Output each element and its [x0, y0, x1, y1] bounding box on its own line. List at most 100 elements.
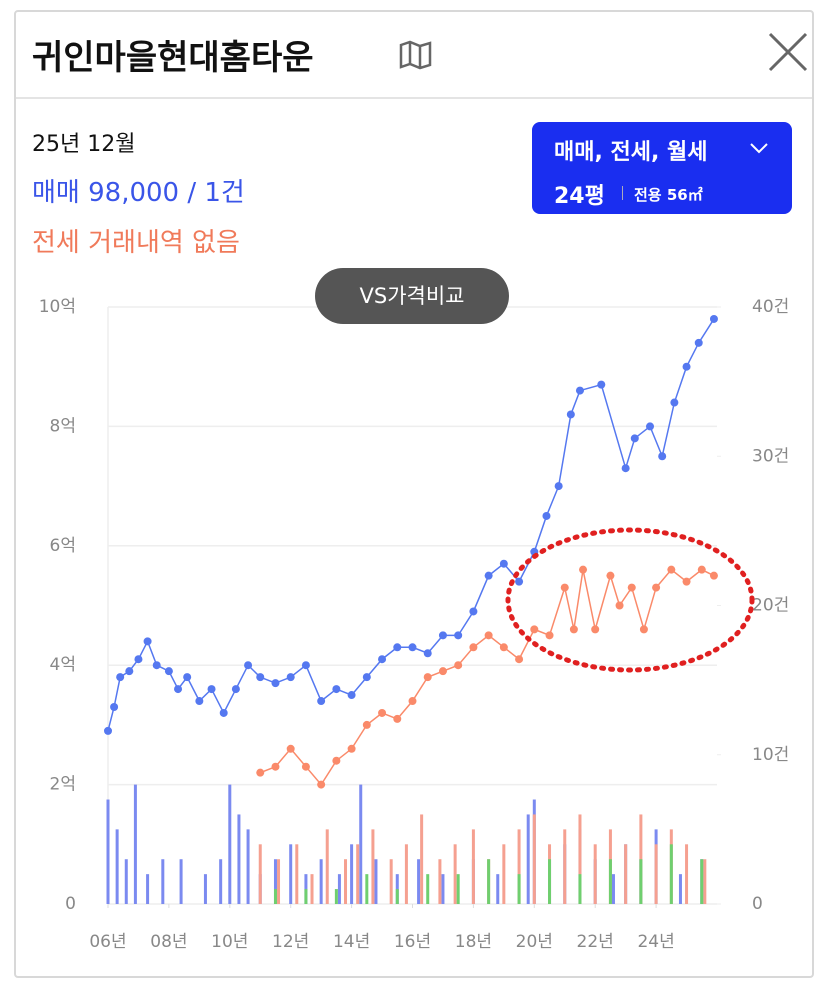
y-tick-label: 8억 [50, 416, 76, 436]
volume-bar [593, 844, 597, 904]
volume-bar [115, 829, 119, 904]
volume-bar [344, 859, 348, 904]
compare-button[interactable] [315, 268, 509, 324]
filter-label: 매매, 전세, 월세 [554, 140, 708, 165]
price-point [143, 637, 152, 646]
highlight-ellipse [505, 527, 755, 673]
price-point [286, 744, 295, 753]
price-point [104, 726, 112, 735]
volume-bar [532, 814, 536, 904]
price-point [469, 607, 478, 616]
price-point [627, 583, 636, 592]
volume-bar [161, 859, 165, 904]
area: 전용 56㎡ [634, 186, 703, 204]
price-point [332, 756, 341, 765]
x-tick-label: 10년 [211, 932, 248, 952]
volume-bar [228, 784, 232, 904]
price-point [317, 780, 326, 789]
price-point [499, 643, 508, 652]
price-point [652, 583, 661, 592]
price-point [408, 643, 417, 652]
price-point [195, 697, 204, 706]
price-point [709, 571, 718, 580]
price-point [560, 583, 569, 592]
price-point [575, 386, 584, 395]
volume-bar [319, 859, 323, 904]
volume-bar [310, 874, 314, 904]
volume-bar [517, 829, 521, 904]
price-point [116, 673, 125, 682]
price-point [408, 697, 417, 706]
price-point [454, 661, 463, 670]
volume-bar [106, 799, 110, 904]
volume-bar [389, 859, 393, 904]
price-point [125, 667, 134, 676]
price-point [682, 362, 691, 371]
price-point [152, 661, 161, 670]
volume-bar [374, 859, 378, 904]
x-tick-label: 24년 [637, 932, 674, 952]
y2-tick-label: 40건 [752, 297, 789, 317]
volume-bar [624, 844, 628, 904]
volume-bar [548, 859, 552, 904]
price-point [545, 631, 554, 640]
x-tick-label: 20년 [516, 932, 553, 952]
price-point [530, 625, 539, 634]
volume-bar [237, 814, 241, 904]
volume-bar [371, 829, 375, 904]
filter-button[interactable]: 매매, 전세, 월세 24평 전용 56㎡ [532, 122, 792, 214]
x-tick-label: 14년 [333, 932, 370, 952]
volume-bar [471, 829, 475, 904]
volume-bar [133, 784, 137, 904]
price-point [271, 679, 280, 688]
map-icon[interactable] [398, 40, 434, 70]
price-point [438, 667, 447, 676]
volume-bar [359, 784, 363, 904]
price-point [393, 643, 402, 652]
x-tick-label: 16년 [394, 932, 431, 952]
price-point [542, 511, 551, 520]
chevron [750, 143, 768, 154]
volume-bar [295, 844, 299, 904]
volume-bar [654, 844, 658, 904]
price-point [256, 768, 265, 777]
volume-bar [639, 859, 643, 904]
sale-summary: 매매 98,000 / 1건 [32, 178, 245, 208]
volume-bar [496, 874, 500, 904]
volume-bar [219, 859, 223, 904]
volume-bar [441, 874, 445, 904]
price-point [566, 410, 575, 419]
price-point [597, 380, 606, 389]
volume-bar [337, 874, 341, 904]
price-point [378, 708, 387, 717]
volume-bar [273, 859, 277, 904]
volume-bar [356, 844, 360, 904]
price-point [484, 571, 493, 580]
price-point [615, 601, 624, 610]
price-point [682, 577, 691, 586]
price-point [484, 631, 493, 640]
volume-bar [325, 829, 329, 904]
price-point [591, 625, 600, 634]
volume-bar [404, 844, 408, 904]
compare-label[interactable]: VS가격비교 [360, 284, 465, 308]
volume-bar [453, 844, 457, 904]
y-tick-label: 0 [65, 894, 76, 914]
y-tick-label: 10억 [39, 297, 76, 317]
price-point [134, 655, 143, 664]
price-point [469, 643, 478, 652]
price-point [256, 673, 265, 682]
price-point [301, 661, 310, 670]
close-button[interactable] [766, 30, 810, 74]
price-point [286, 673, 295, 682]
x-tick-label: 18년 [455, 932, 492, 952]
volume-bar [273, 889, 277, 904]
price-point [579, 565, 588, 574]
volume-bar [258, 844, 262, 904]
price-point [606, 571, 615, 580]
separator [622, 186, 623, 200]
volume-bar [703, 859, 707, 904]
x-tick-label: 08년 [150, 932, 187, 952]
